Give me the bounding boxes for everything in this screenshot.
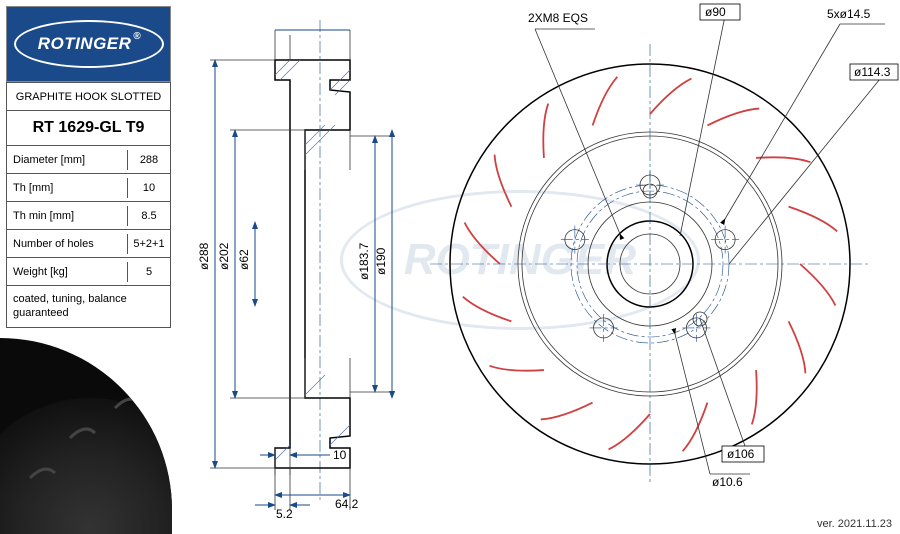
spec-label: Th min [mm] — [7, 206, 128, 226]
product-type: GRAPHITE HOOK SLOTTED — [7, 85, 170, 109]
svg-text:ø106: ø106 — [727, 447, 755, 461]
spec-value: 10 — [128, 178, 170, 198]
svg-text:ø183.7: ø183.7 — [357, 242, 371, 280]
version-label: ver. 2021.11.23 — [817, 518, 892, 530]
svg-text:10: 10 — [333, 448, 347, 462]
spec-label: Diameter [mm] — [7, 150, 128, 170]
svg-text:2XM8 EQS: 2XM8 EQS — [528, 11, 588, 25]
spec-value: 288 — [128, 150, 170, 170]
svg-text:5.2: 5.2 — [276, 507, 293, 520]
spec-label: Weight [kg] — [7, 262, 128, 282]
svg-text:ø288: ø288 — [197, 242, 211, 270]
spec-label: Th [mm] — [7, 178, 128, 198]
svg-text:ø90: ø90 — [705, 5, 726, 19]
spec-table: GRAPHITE HOOK SLOTTED RT 1629-GL T9 Diam… — [6, 82, 171, 328]
product-photo — [0, 338, 172, 534]
technical-drawing: ø288 ø202 ø62 ø183.7 ø190 10 5.2 64.2 — [180, 0, 900, 520]
svg-text:ø62: ø62 — [237, 249, 251, 270]
svg-text:5xø14.5: 5xø14.5 — [827, 7, 871, 21]
front-view: 2XM8 EQS ø90 5xø14.5 ø114.3 ø106 ø10.6 — [430, 4, 898, 489]
spec-value: 5 — [128, 262, 170, 282]
svg-text:ø10.6: ø10.6 — [712, 475, 743, 489]
svg-text:ø202: ø202 — [217, 242, 231, 270]
side-view: ø288 ø202 ø62 ø183.7 ø190 10 5.2 64.2 — [197, 20, 395, 520]
spec-value: 8.5 — [128, 206, 170, 226]
spec-value: 5+2+1 — [128, 234, 170, 254]
svg-text:ø190: ø190 — [374, 247, 388, 275]
spec-label: Number of holes — [7, 234, 128, 254]
svg-text:64.2: 64.2 — [335, 497, 359, 511]
spec-note: coated, tuning, balance guaranteed — [7, 286, 170, 327]
brand-name: ROTINGER — [14, 20, 164, 68]
svg-text:ø114.3: ø114.3 — [854, 65, 891, 79]
part-number: RT 1629-GL T9 — [7, 111, 170, 145]
brand-logo: ROTINGER — [6, 6, 171, 82]
